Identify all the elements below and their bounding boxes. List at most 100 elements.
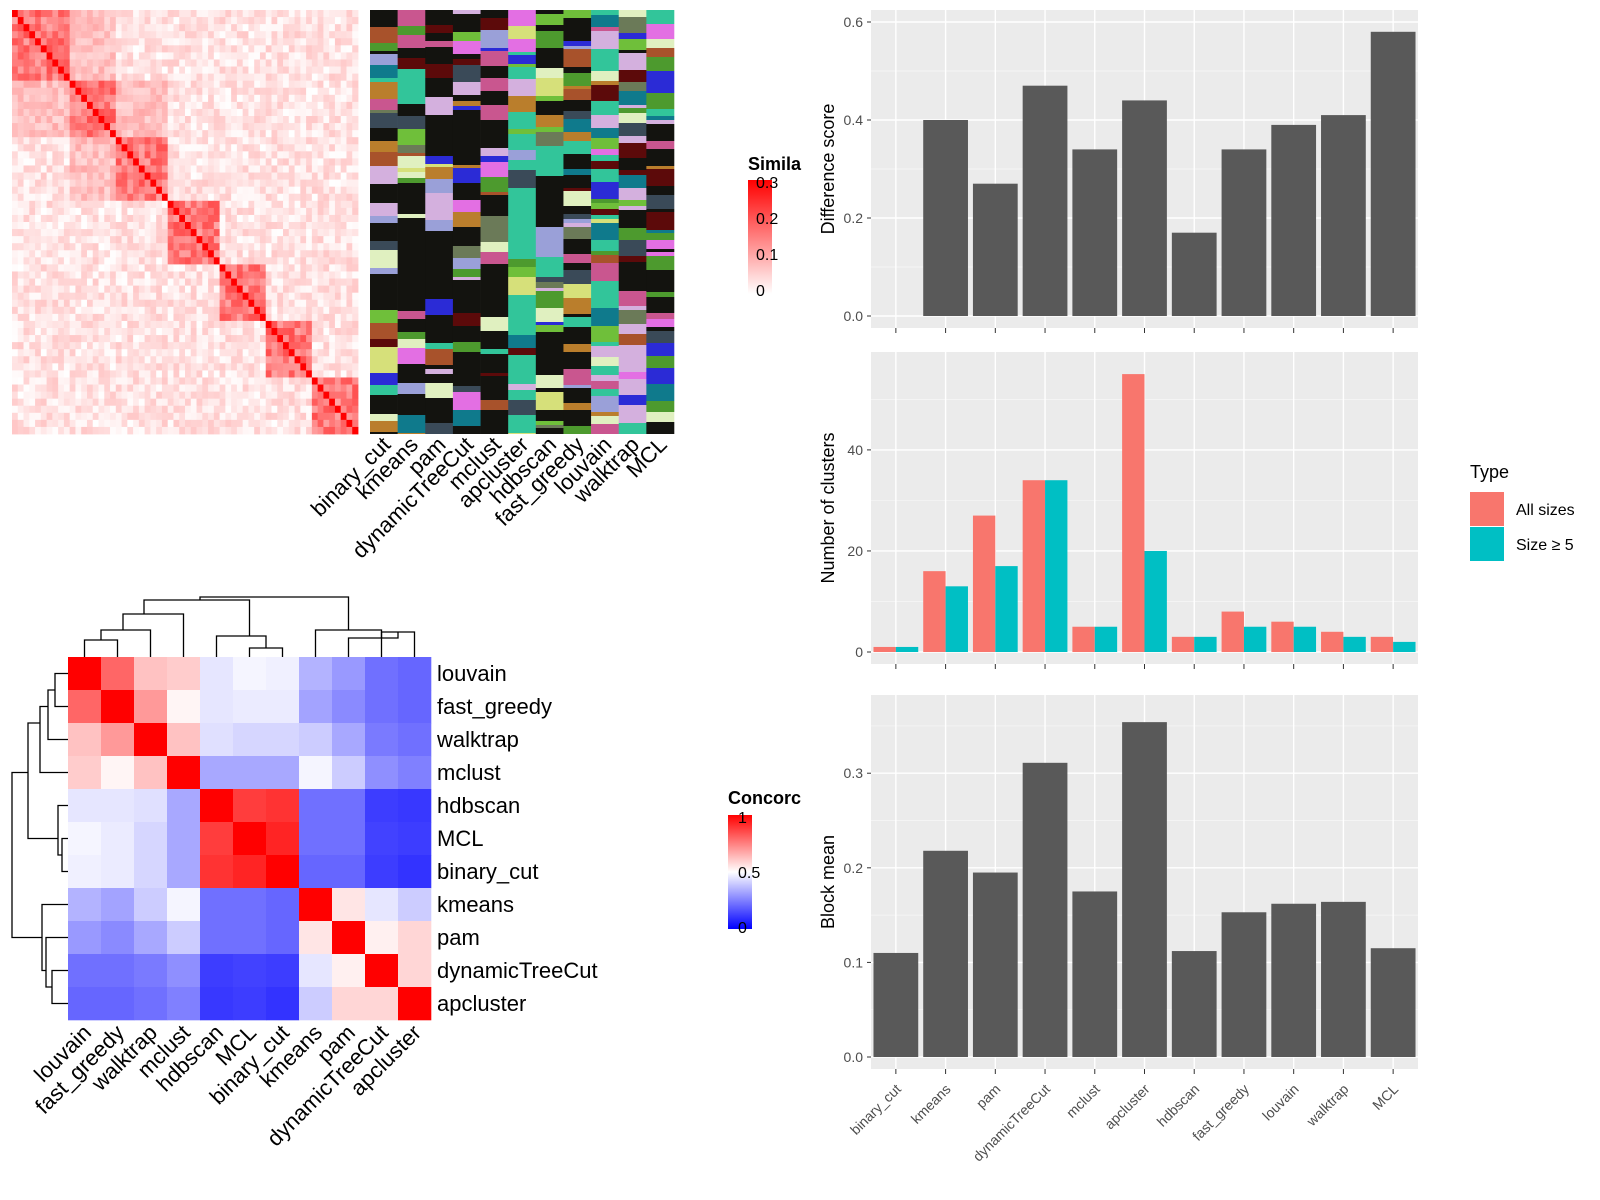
- similarity-cell: [98, 222, 105, 230]
- similarity-cell: [179, 278, 186, 286]
- similarity-cell: [271, 116, 278, 124]
- similarity-cell: [231, 179, 238, 188]
- similarity-cell: [196, 349, 203, 357]
- similarity-cell: [185, 10, 192, 18]
- similarity-cell: [283, 193, 290, 202]
- similarity-cell: [156, 278, 163, 286]
- annotation-segment: [370, 203, 398, 216]
- similarity-cell: [329, 243, 336, 251]
- similarity-cell: [138, 250, 146, 258]
- similarity-cell: [225, 377, 232, 385]
- similarity-cell: [110, 52, 117, 60]
- similarity-cell: [133, 172, 140, 180]
- similarity-cell: [288, 419, 295, 428]
- similarity-cell: [115, 207, 122, 216]
- similarity-cell: [231, 391, 238, 400]
- similarity-cell: [288, 144, 295, 152]
- similarity-cell: [277, 186, 284, 195]
- similarity-cell: [208, 165, 215, 173]
- similarity-cell: [248, 137, 255, 145]
- similarity-cell: [115, 292, 122, 301]
- similarity-cell: [86, 66, 94, 74]
- similarity-cell: [288, 377, 295, 385]
- similarity-cell: [306, 335, 313, 343]
- annotation-segment: [508, 242, 537, 259]
- similarity-cell: [248, 264, 255, 272]
- similarity-cell: [323, 87, 330, 96]
- annotation-segment: [425, 97, 454, 115]
- similarity-cell: [202, 419, 209, 428]
- similarity-cell: [150, 200, 157, 209]
- similarity-cell: [115, 116, 122, 124]
- similarity-cell: [259, 257, 267, 265]
- similarity-cell: [225, 137, 232, 145]
- similarity-cell: [35, 285, 42, 294]
- similarity-cell: [317, 165, 324, 173]
- concordance-cell: [68, 690, 102, 724]
- similarity-cell: [167, 66, 174, 74]
- similarity-cell: [40, 384, 47, 392]
- annotation-segment: [397, 364, 426, 367]
- similarity-cell: [271, 349, 278, 357]
- similarity-cell: [98, 186, 105, 195]
- similarity-cell: [254, 165, 261, 173]
- annotation-segment: [618, 200, 647, 206]
- annotation-segment: [591, 31, 620, 49]
- similarity-cell: [294, 306, 301, 315]
- similarity-cell: [248, 38, 255, 46]
- annotation-segment: [425, 343, 454, 349]
- similarity-cell: [185, 116, 192, 124]
- similarity-cell: [265, 222, 272, 230]
- similarity-cell: [190, 130, 197, 138]
- concordance-cell: [167, 756, 201, 790]
- similarity-cell: [127, 80, 134, 89]
- similarity-cell: [110, 94, 117, 103]
- similarity-cell: [340, 306, 347, 315]
- similarity-cell: [58, 193, 65, 202]
- similarity-cell: [133, 73, 140, 82]
- similarity-cell: [323, 158, 330, 166]
- similarity-cell: [225, 398, 232, 407]
- annotation-segment: [480, 66, 509, 78]
- similarity-cell: [352, 335, 359, 343]
- similarity-cell: [231, 342, 238, 350]
- similarity-cell: [225, 236, 232, 244]
- similarity-cell: [63, 94, 71, 103]
- similarity-cell: [196, 299, 203, 308]
- annotation-segment: [618, 310, 647, 324]
- similarity-cell: [133, 186, 140, 195]
- similarity-cell: [17, 151, 24, 159]
- similarity-cell: [29, 17, 36, 25]
- similarity-cell: [329, 24, 336, 32]
- similarity-cell: [277, 391, 284, 400]
- similarity-cell: [81, 31, 88, 39]
- similarity-cell: [248, 222, 255, 230]
- similarity-cell: [248, 108, 255, 117]
- dendrogram-branch: [47, 689, 68, 741]
- similarity-cell: [75, 229, 82, 237]
- similarity-cell: [311, 349, 319, 357]
- similarity-cell: [179, 384, 186, 392]
- similarity-cell: [35, 45, 42, 53]
- similarity-cell: [288, 370, 295, 378]
- similarity-cell: [334, 123, 342, 131]
- similarity-cell: [248, 73, 255, 82]
- similarity-cell: [213, 179, 220, 188]
- similarity-cell: [254, 10, 261, 18]
- similarity-cell: [52, 172, 59, 180]
- similarity-cell: [352, 285, 359, 294]
- similarity-cell: [35, 377, 42, 385]
- concordance-dendrogram: [11, 596, 416, 1005]
- annotation-segment: [618, 291, 647, 306]
- similarity-cell: [40, 207, 47, 216]
- similarity-cell: [69, 123, 76, 131]
- similarity-cell: [23, 271, 30, 279]
- similarity-cell: [167, 391, 174, 400]
- similarity-cell: [46, 172, 53, 180]
- annotation-segment: [618, 136, 647, 143]
- similarity-cell: [29, 320, 36, 329]
- similarity-cell: [81, 172, 88, 180]
- similarity-cell: [144, 179, 151, 188]
- similarity-cell: [259, 80, 267, 89]
- similarity-cell: [110, 271, 117, 279]
